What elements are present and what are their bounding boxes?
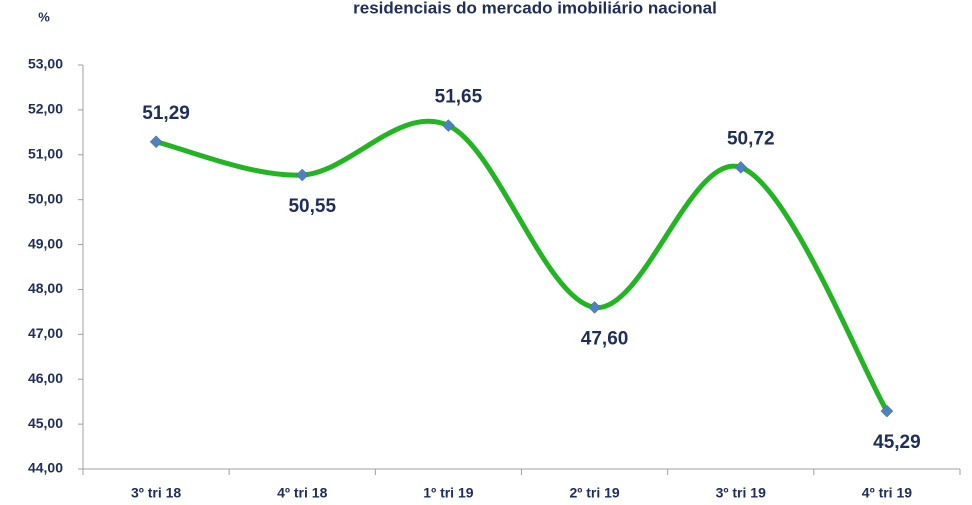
marker xyxy=(295,168,309,182)
marker xyxy=(588,301,601,314)
y-tick-label: 49,00 xyxy=(28,235,63,251)
data-label: 50,72 xyxy=(727,128,775,149)
data-label: 51,65 xyxy=(435,87,483,108)
chart-title: residenciais do mercado imobiliário naci… xyxy=(353,0,717,17)
y-tick-label: 46,00 xyxy=(28,370,63,386)
y-tick-label: 50,00 xyxy=(28,190,63,206)
x-tick-label: 3º tri 19 xyxy=(716,485,766,501)
marker xyxy=(880,404,894,418)
x-tick-label: 3º tri 18 xyxy=(131,485,181,501)
y-tick-label: 53,00 xyxy=(28,56,63,72)
y-tick-label: 48,00 xyxy=(28,280,63,296)
x-tick-label: 1º tri 19 xyxy=(423,485,473,501)
y-tick-label: 44,00 xyxy=(28,460,63,476)
y-tick-label: 45,00 xyxy=(28,415,63,431)
x-tick-label: 4º tri 19 xyxy=(862,485,912,501)
marker xyxy=(442,119,455,132)
y-axis-label: % xyxy=(38,9,50,24)
marker xyxy=(149,135,163,149)
x-tick-label: 4º tri 18 xyxy=(277,485,327,501)
y-tick-label: 51,00 xyxy=(28,145,63,161)
y-tick-label: 52,00 xyxy=(28,101,63,117)
data-label: 45,29 xyxy=(873,432,921,453)
data-label: 51,29 xyxy=(142,103,190,124)
y-tick-label: 47,00 xyxy=(28,325,63,341)
data-label: 47,60 xyxy=(581,328,629,349)
x-tick-label: 2º tri 19 xyxy=(569,485,619,501)
line xyxy=(153,118,890,414)
marker xyxy=(734,160,748,174)
data-label: 50,55 xyxy=(288,196,336,217)
